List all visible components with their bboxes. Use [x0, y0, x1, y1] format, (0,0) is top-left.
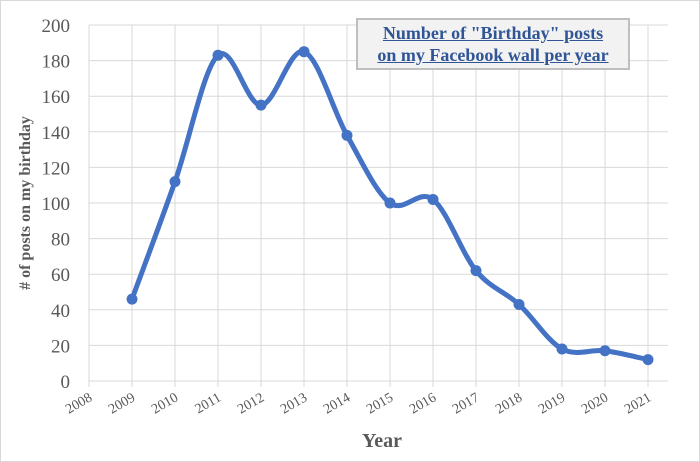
- y-tick-label: 80: [51, 230, 70, 251]
- x-tick-label: 2011: [193, 390, 224, 417]
- y-tick-label: 120: [42, 158, 71, 179]
- x-tick-label: 2008: [63, 390, 95, 417]
- data-point-marker: [427, 193, 439, 205]
- y-axis-ticks: 0 20 40 60 80 100 120 140 160 180 200: [42, 16, 71, 393]
- y-tick-label: 40: [51, 301, 70, 322]
- y-tick-label: 0: [61, 372, 71, 393]
- series-line: [129, 49, 651, 363]
- y-tick-label: 140: [42, 123, 71, 144]
- x-tick-label: 2012: [235, 390, 267, 417]
- data-point-marker: [556, 343, 568, 355]
- x-tick-label: 2017: [450, 390, 482, 417]
- x-tick-label: 2015: [364, 390, 396, 417]
- data-point-marker: [169, 176, 181, 188]
- data-point-marker: [126, 293, 138, 305]
- data-point-marker: [513, 298, 525, 310]
- chart-title-box: Number of "Birthday" posts on my Faceboo…: [356, 18, 630, 70]
- x-tick-label: 2009: [106, 390, 138, 417]
- x-tick-label: 2016: [407, 390, 439, 417]
- x-tick-label: 2020: [579, 390, 611, 417]
- data-point-marker: [384, 197, 396, 209]
- x-tick-label: 2021: [622, 390, 654, 417]
- x-axis-ticks: 2008 2009 2010 2011 2012 2013 2014 2015 2016 2017…: [63, 390, 654, 417]
- data-point-markers: [126, 46, 654, 366]
- y-axis-title: # of posts on my birthday: [17, 116, 34, 290]
- x-tick-label: 2013: [278, 390, 310, 417]
- data-point-marker: [642, 354, 654, 366]
- x-tick-label: 2010: [149, 390, 181, 417]
- data-point-marker: [470, 265, 482, 277]
- y-tick-label: 160: [42, 87, 71, 108]
- y-tick-label: 100: [42, 194, 71, 215]
- chart-title-line-2: on my Facebook wall per year: [377, 45, 609, 65]
- data-point-marker: [298, 46, 310, 58]
- data-point-marker: [255, 99, 267, 111]
- chart-title-line-1: Number of "Birthday" posts: [382, 23, 604, 43]
- grid-lines: [88, 24, 668, 387]
- x-tick-label: 2014: [321, 390, 353, 417]
- y-tick-label: 200: [42, 16, 71, 37]
- y-tick-label: 20: [51, 336, 70, 357]
- x-tick-label: 2019: [536, 390, 568, 417]
- y-tick-label: 60: [51, 265, 70, 286]
- x-axis-title: Year: [362, 430, 402, 452]
- data-point-marker: [599, 345, 611, 357]
- data-point-marker: [341, 129, 353, 141]
- y-tick-label: 180: [42, 52, 71, 73]
- data-point-marker: [212, 49, 224, 61]
- x-tick-label: 2018: [493, 390, 525, 417]
